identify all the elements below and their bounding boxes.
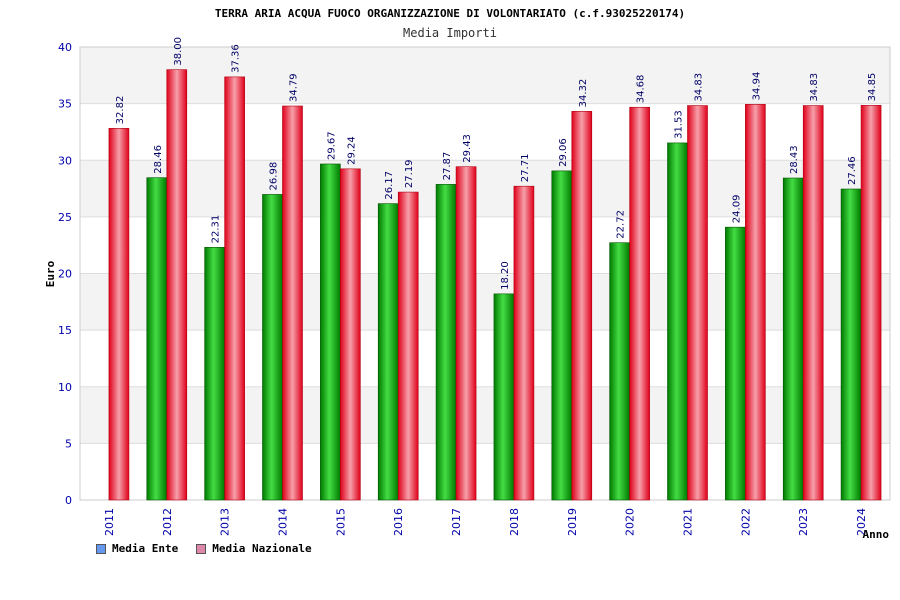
bar-media-ente-2020 [609,242,630,501]
x-axis-label: Anno [863,528,890,541]
bar-media-ente-2024 [840,188,862,501]
data-label: 27.19 [404,159,415,188]
data-label: 22.72 [616,210,627,239]
data-label: 34.32 [578,79,589,108]
y-tick-label: 20 [58,268,72,281]
x-tick-label: 2020 [624,508,637,536]
data-label: 32.82 [115,96,126,125]
y-tick-label: 15 [58,324,72,337]
data-label: 34.83 [809,73,820,102]
data-label: 28.43 [789,145,800,174]
legend-item-media-nazionale: Media Nazionale [196,542,312,555]
bar-media-nazionale-2013 [224,76,245,501]
grid-band [80,103,890,161]
y-tick-label: 10 [58,381,72,394]
y-tick-label: 25 [58,211,72,224]
bar-media-nazionale-2014 [282,105,303,501]
x-tick-label: 2012 [161,508,174,536]
bar-media-ente-2015 [320,163,341,501]
bar-media-ente-2017 [435,184,457,501]
bar-media-ente-2023 [782,177,804,501]
grid-band [80,47,890,104]
data-label: 34.79 [289,73,300,102]
data-label: 37.36 [231,44,242,73]
grid-band [80,386,890,444]
grid-band [80,273,890,331]
y-tick-label: 0 [65,494,72,507]
bar-media-nazionale-2011 [108,128,130,501]
data-label: 18.20 [500,261,511,290]
data-label: 26.98 [269,162,280,191]
data-label: 31.53 [674,110,685,139]
legend-swatch-media-nazionale [196,543,207,554]
bar-media-ente-2014 [262,194,283,501]
legend: Media Ente Media Nazionale [96,542,312,555]
y-tick-label: 5 [65,437,72,450]
bar-media-ente-2021 [667,142,688,501]
bar-media-nazionale-2018 [513,185,535,501]
x-tick-label: 2024 [855,508,868,536]
chart-subtitle: Media Importi [403,26,497,40]
data-label: 34.94 [751,72,762,101]
x-tick-label: 2011 [103,508,116,536]
data-label: 29.24 [346,136,357,165]
data-label: 34.68 [636,75,647,104]
bar-media-nazionale-2023 [802,105,824,501]
y-tick-label: 40 [58,41,72,54]
grid-band [80,216,890,274]
bar-media-ente-2022 [725,226,746,501]
bar-media-nazionale-2021 [687,105,708,501]
y-tick-label: 35 [58,98,72,111]
x-tick-label: 2016 [392,508,405,536]
x-tick-label: 2022 [739,508,752,536]
bar-media-ente-2012 [146,177,168,501]
y-tick-label: 30 [58,154,72,167]
bar-media-ente-2018 [493,293,515,501]
plot-border [79,46,891,501]
data-label: 29.67 [326,131,337,160]
legend-item-media-ente: Media Ente [96,542,178,555]
legend-label-media-ente: Media Ente [112,542,179,555]
data-label: 27.87 [442,152,453,181]
bar-media-ente-2016 [377,203,399,501]
x-tick-label: 2013 [219,508,232,536]
bar-media-nazionale-2020 [629,106,650,501]
bar-media-nazionale-2016 [397,191,419,501]
bar-media-nazionale-2019 [571,111,593,501]
bar-media-nazionale-2012 [166,69,188,501]
plot-area: 0 5 10 15 20 25 30 35 40 32.82 2011 28.46 38.00 2012 2… [58,37,891,536]
data-label: 24.09 [731,195,742,224]
bar-media-nazionale-2024 [860,105,882,501]
data-label: 34.83 [694,73,705,102]
data-label: 22.31 [211,215,222,244]
data-label: 28.46 [153,145,164,174]
chart-title: TERRA ARIA ACQUA FUOCO ORGANIZZAZIONE DI… [215,7,685,20]
data-label: 29.43 [462,134,473,163]
data-label: 27.46 [847,156,858,185]
x-tick-label: 2018 [508,508,521,536]
bar-media-nazionale-2022 [745,104,766,501]
legend-label-media-nazionale: Media Nazionale [212,542,312,555]
data-label: 26.17 [384,171,395,200]
grid-band [80,443,890,500]
legend-swatch-media-ente [96,543,106,554]
x-tick-label: 2014 [277,508,290,536]
bar-media-nazionale-2015 [340,168,361,501]
data-label: 34.85 [867,73,878,102]
x-tick-label: 2023 [797,508,810,536]
x-tick-label: 2015 [334,508,347,536]
grid-band [80,330,890,387]
data-label: 29.06 [558,138,569,167]
bar-media-ente-2019 [551,170,573,501]
x-tick-label: 2019 [566,508,579,536]
y-axis-label: Euro [44,260,57,287]
data-label: 38.00 [173,37,184,66]
grid-band [80,160,890,217]
x-tick-label: 2017 [450,508,463,536]
x-tick-label: 2021 [682,508,695,536]
data-label: 27.71 [520,154,531,183]
bar-media-ente-2013 [204,247,225,501]
bar-media-nazionale-2017 [455,166,477,501]
